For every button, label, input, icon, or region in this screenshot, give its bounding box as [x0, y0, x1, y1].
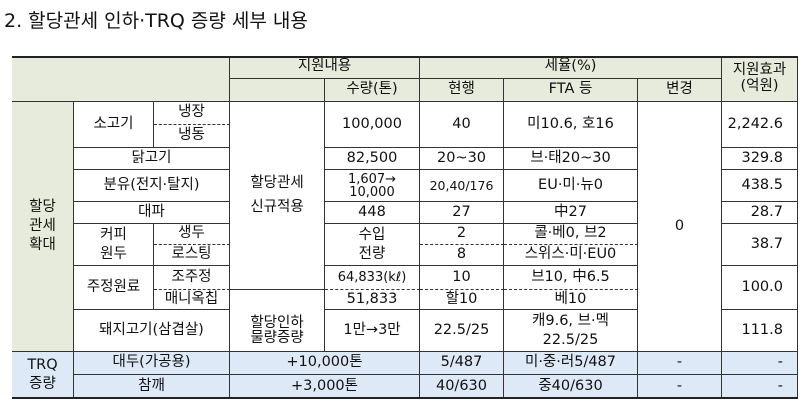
- liquor-sub1: 조주정: [154, 266, 230, 290]
- header-effect-label: 지원효과: [732, 62, 787, 79]
- beef-fta: 미10.6, 호16: [504, 102, 638, 148]
- table-bottom-border: [12, 397, 798, 399]
- coffee-fta2: 스위스·미·EU0: [504, 245, 638, 266]
- chicken-effect: 329.8: [722, 148, 798, 170]
- chicken-name: 닭고기: [74, 148, 230, 170]
- leek-current: 27: [420, 202, 504, 224]
- beef-name: 소고기: [74, 102, 154, 148]
- liquor-current2: 할10: [420, 290, 504, 310]
- pork-qty: 1만→3만: [325, 310, 420, 352]
- header-tariff: 세율(%): [420, 56, 722, 79]
- beef-sub1: 냉장: [154, 102, 230, 125]
- leek-name: 대파: [74, 202, 230, 224]
- chicken-current: 20~30: [420, 148, 504, 170]
- coffee-sub1: 생두: [154, 224, 230, 245]
- support-cut: 할당인하: [250, 315, 304, 331]
- group-expand: 할당 관세 확대: [12, 102, 74, 352]
- soy-change: -: [638, 352, 722, 375]
- coffee-current2: 8: [420, 245, 504, 266]
- change-value: 0: [638, 102, 722, 352]
- header-support: 지원내용: [230, 56, 420, 79]
- beef-qty: 100,000: [325, 102, 420, 148]
- header-effect: 지원효과 (억원): [722, 56, 798, 102]
- header-blank: [12, 56, 230, 102]
- soy-qty: +10,000톤: [230, 352, 420, 375]
- soy-current: 5/487: [420, 352, 504, 375]
- liquor-name: 주정원료: [74, 266, 154, 310]
- header-support-blank: [230, 79, 325, 102]
- soy-effect: -: [722, 352, 798, 375]
- beef-current: 40: [420, 102, 504, 148]
- support-increase: 물량증량: [250, 330, 304, 347]
- coffee-fta1: 콜·베0, 브2: [504, 224, 638, 245]
- liquor-qty1: 64,833(kℓ): [325, 266, 420, 290]
- header-change: 변경: [638, 79, 722, 102]
- chicken-qty: 82,500: [325, 148, 420, 170]
- support-new-apply: 할당관세 신규적용: [230, 102, 325, 290]
- coffee-name: 커피 원두: [74, 224, 154, 266]
- pork-name: 돼지고기(삼겹살): [74, 310, 230, 352]
- liquor-sub2: 매니옥칩: [154, 290, 230, 310]
- chicken-fta: 브·태20~30: [504, 148, 638, 170]
- liquor-fta1: 브10, 中6.5: [504, 266, 638, 290]
- coffee-current1: 2: [420, 224, 504, 245]
- milk-effect: 438.5: [722, 170, 798, 202]
- page-title: 2. 할당관세 인하·TRQ 증량 세부 내용: [4, 10, 308, 32]
- coffee-effect: 38.7: [722, 224, 798, 266]
- sesame-change: -: [638, 375, 722, 399]
- milk-qty: 1,607→ 10,000: [325, 170, 420, 202]
- milk-name: 분유(전지·탈지): [74, 170, 230, 202]
- milk-fta: EU·미·뉴0: [504, 170, 638, 202]
- sesame-qty: +3,000톤: [230, 375, 420, 399]
- liquor-fta2: 베10: [504, 290, 638, 310]
- beef-effect: 2,242.6: [722, 102, 798, 148]
- pork-current: 22.5/25: [420, 310, 504, 352]
- leek-qty: 448: [325, 202, 420, 224]
- pork-fta: 캐9.6, 브·멕 22.5/25: [504, 310, 638, 352]
- support-cut-increase: 할당인하 물량증량: [230, 290, 325, 352]
- header-effect-unit: (억원): [740, 77, 779, 94]
- leek-effect: 28.7: [722, 202, 798, 224]
- liquor-effect: 100.0: [722, 266, 798, 310]
- tariff-detail-table: 지원내용 수량(톤) 세율(%) 현행 FTA 등 변경 지원효과 (억원) 할…: [12, 56, 798, 399]
- sesame-effect: -: [722, 375, 798, 399]
- header-quantity: 수량(톤): [325, 79, 420, 102]
- sesame-name: 참깨: [74, 375, 230, 399]
- header-current: 현행: [420, 79, 504, 102]
- sesame-fta: 중40/630: [504, 375, 638, 399]
- header-fta: FTA 등: [504, 79, 638, 102]
- sesame-current: 40/630: [420, 375, 504, 399]
- table-top-border: [12, 56, 798, 58]
- coffee-qty: 수입 전량: [325, 224, 420, 266]
- leek-fta: 中27: [504, 202, 638, 224]
- soy-fta: 미·중·러5/487: [504, 352, 638, 375]
- group-trq: TRQ 증량: [12, 352, 74, 399]
- beef-sub2: 냉동: [154, 125, 230, 148]
- milk-current: 20,40/176: [420, 170, 504, 202]
- liquor-qty2: 51,833: [325, 290, 420, 310]
- pork-effect: 111.8: [722, 310, 798, 352]
- coffee-sub2: 로스팅: [154, 245, 230, 266]
- soy-name: 대두(가공용): [74, 352, 230, 375]
- liquor-current1: 10: [420, 266, 504, 290]
